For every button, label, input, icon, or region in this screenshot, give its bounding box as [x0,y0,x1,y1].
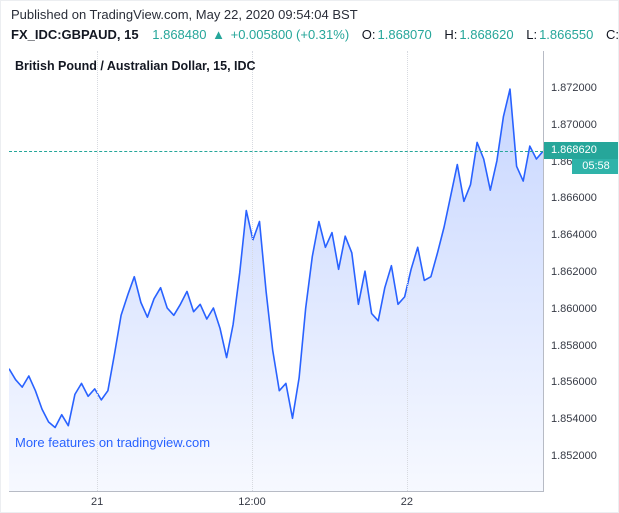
vertical-gridline [251,51,253,491]
price-axis-label: 1.872000 [551,82,597,95]
last-price-value: 1.868480 [152,27,207,42]
price-axis-label: 1.856000 [551,376,597,389]
time-axis[interactable]: 21 12:00 22 [9,493,543,512]
price-axis-label: 1.852000 [551,449,597,462]
price-axis-label: 1.866000 [551,192,597,205]
time-axis-label: 12:00 [238,496,266,508]
watermark-link[interactable]: More features on tradingview.com [15,435,211,450]
vertical-gridline [97,51,99,491]
low-label: L: [526,27,538,42]
chart-title: British Pound / Australian Dollar, 15, I… [15,59,256,73]
last-price-badge: 1.868620 [544,142,618,159]
price-axis-label: 1.860000 [551,302,597,315]
price-change: +0.005800 (+0.31%) [230,27,350,42]
symbol-name: FX_IDC:GBPAUD, 15 [11,27,139,42]
price-axis-label: 1.870000 [551,118,597,131]
high-label: H: [444,27,458,42]
price-area-chart [9,88,543,491]
published-line: Published on TradingView.com, May 22, 20… [11,7,358,22]
symbol-info-bar: FX_IDC:GBPAUD, 15 1.868480 ▲ +0.005800 (… [11,27,619,42]
price-axis-label: 1.864000 [551,229,597,242]
open-label: O: [361,27,376,42]
vertical-gridline [406,51,408,491]
chart-plot-area[interactable]: British Pound / Australian Dollar, 15, I… [9,51,544,492]
last-price-dashed-line [9,151,543,152]
close-label: C: [605,27,619,42]
price-axis-label: 1.862000 [551,266,597,279]
price-axis[interactable]: 1.868620 05:58 1.8720001.8700001.8680001… [544,51,618,491]
price-axis-label: 1.854000 [551,413,597,426]
up-arrow-icon: ▲ [212,27,225,42]
bar-countdown-badge: 05:58 [572,159,618,174]
time-axis-label: 21 [90,496,104,508]
low-value: 1.866550 [539,27,594,42]
area-fill [9,89,543,491]
open-value: 1.868070 [377,27,432,42]
price-axis-label: 1.858000 [551,339,597,352]
high-value: 1.868620 [459,27,514,42]
time-axis-label: 22 [400,496,413,508]
